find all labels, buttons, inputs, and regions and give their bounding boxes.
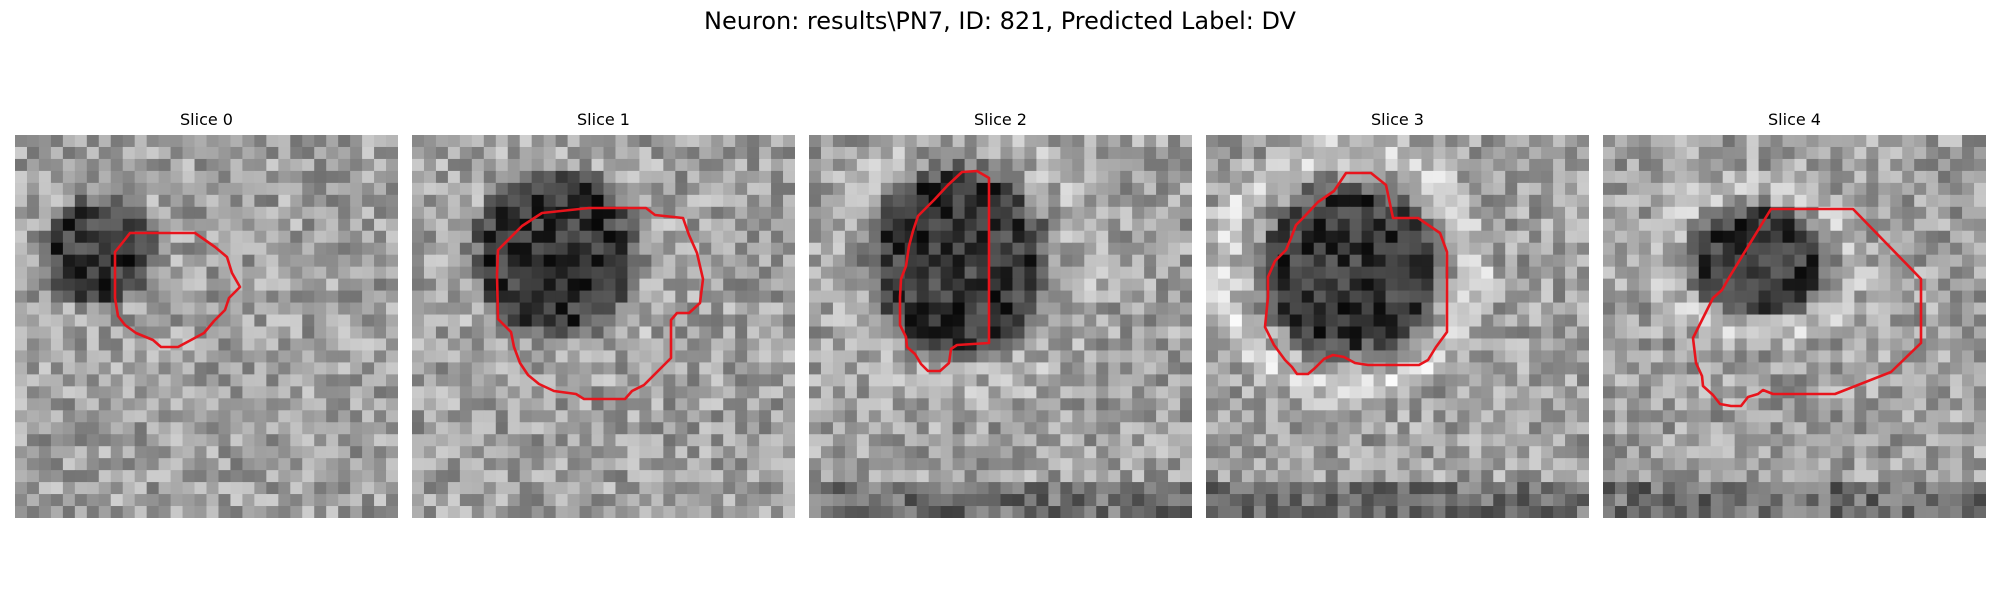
slice-title: Slice 4 <box>1768 110 1821 129</box>
slice-title: Slice 2 <box>974 110 1027 129</box>
segmentation-contour <box>1263 171 1449 376</box>
slice-image <box>15 135 398 518</box>
segmentation-contour <box>113 231 242 349</box>
slice-image <box>1206 135 1589 518</box>
slice-image <box>412 135 795 518</box>
slice-image <box>1603 135 1986 518</box>
slice-image <box>809 135 1192 518</box>
slice-title: Slice 0 <box>180 110 233 129</box>
slice-title: Slice 1 <box>577 110 630 129</box>
segmentation-contour <box>495 206 705 401</box>
figure-title: Neuron: results\PN7, ID: 821, Predicted … <box>704 7 1296 35</box>
segmentation-contour <box>1691 207 1923 408</box>
slice-title: Slice 3 <box>1371 110 1424 129</box>
segmentation-contour <box>898 169 991 373</box>
